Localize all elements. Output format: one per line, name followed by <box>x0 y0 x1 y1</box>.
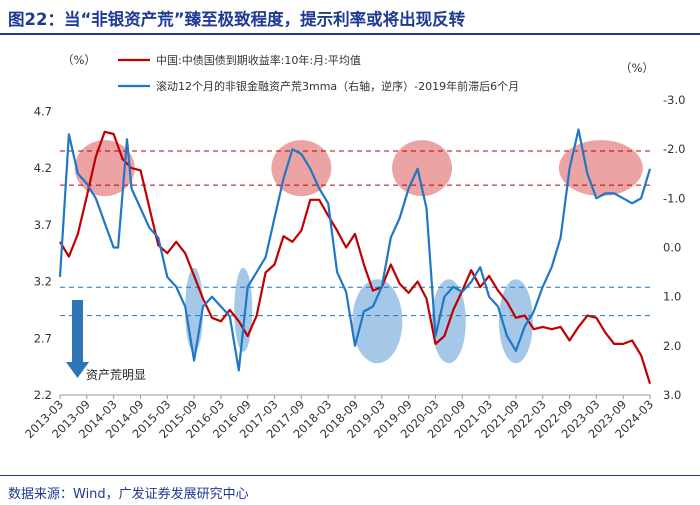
right-tick-label-4: 0.0 <box>663 241 681 255</box>
title-divider <box>0 33 700 35</box>
legend-label-1: 中国:中债国债到期收益率:10年:月:平均值 <box>156 53 361 67</box>
footer-divider <box>0 475 700 476</box>
annotation-arrow-head <box>66 362 89 378</box>
right-tick-label-7: 3.0 <box>663 388 681 402</box>
left-tick-label-3: 3.2 <box>34 275 52 289</box>
legend: 中国:中债国债到期收益率:10年:月:平均值滚动12个月的非银金融资产荒3mma… <box>118 53 519 93</box>
highlight-ellipse-3 <box>392 140 453 197</box>
annotation-arrow-shaft <box>72 300 83 362</box>
legend-label-2: 滚动12个月的非银金融资产荒3mma（右轴，逆序）-2019年前滞后6个月 <box>156 79 519 93</box>
right-tick-label-5: 1.0 <box>663 290 681 304</box>
series-lines <box>58 128 652 385</box>
right-tick-label-6: 2.0 <box>663 339 681 353</box>
highlight-ellipse-4 <box>558 140 643 197</box>
left-tick-label-2: 2.7 <box>34 331 52 345</box>
axes: 2.2 2.7 3.2 3.7 4.2 4.7 -3.0 -2.0 -1.0 0.0 1.0 2.0 3… <box>22 53 685 441</box>
annotation-text: 资产荒明显 <box>86 368 146 382</box>
series-line-1 <box>59 130 652 385</box>
annotation: 资产荒明显 <box>66 300 146 382</box>
page-title: 图22：当“非银资产荒”臻至极致程度，提示利率或将出现反转 <box>8 10 466 29</box>
highlight-ellipse-5 <box>185 267 204 352</box>
left-tick-label-4: 3.7 <box>34 218 52 232</box>
left-tick-label-1: 2.2 <box>34 388 52 402</box>
highlight-ellipse-7 <box>352 279 403 364</box>
left-axis-unit: （%） <box>62 53 96 67</box>
right-axis-unit: （%） <box>620 61 654 75</box>
right-tick-label-3: -1.0 <box>663 191 685 205</box>
series-line-2 <box>58 128 652 372</box>
chart: 2.2 2.7 3.2 3.7 4.2 4.7 -3.0 -2.0 -1.0 0.0 1.0 2.0 3… <box>22 53 685 441</box>
highlight-ellipse-9 <box>498 279 533 364</box>
right-tick-label-1: -3.0 <box>663 93 685 107</box>
left-tick-label-5: 4.2 <box>34 161 52 175</box>
right-tick-label-2: -2.0 <box>663 142 685 156</box>
highlight-ellipse-6 <box>234 267 253 352</box>
left-tick-label-6: 4.7 <box>34 104 52 118</box>
source-note: 数据来源：Wind，广发证券发展研究中心 <box>8 487 249 502</box>
